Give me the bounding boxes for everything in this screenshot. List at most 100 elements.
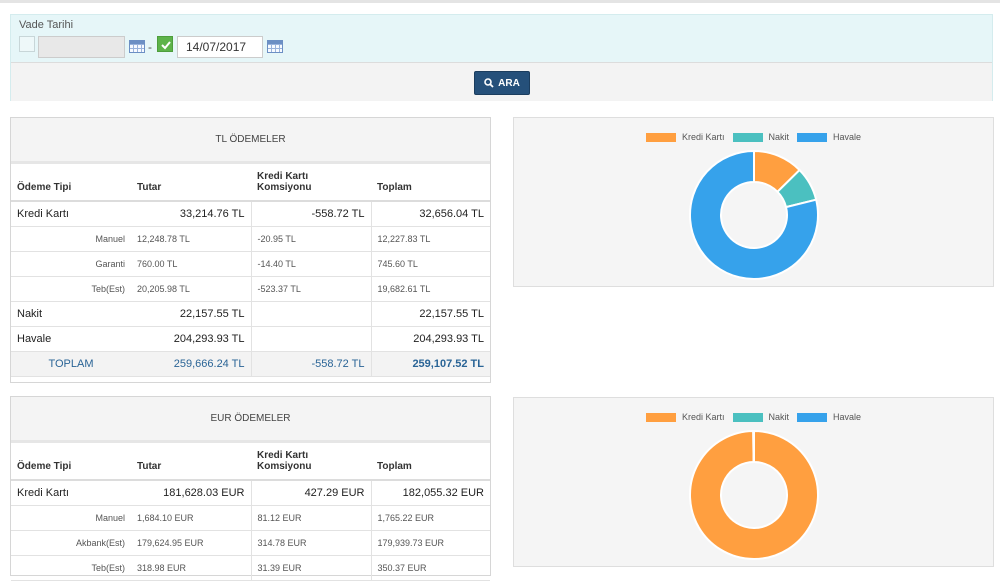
total: 350.37 EUR [370,555,490,581]
commission: 427.29 EUR [250,480,371,506]
legend-swatch [797,412,828,422]
total-commission: -558.72 TL [250,351,371,377]
top-border [0,0,1000,3]
payment-type: Havale [11,326,131,352]
commission [250,301,371,327]
payment-type: Nakit [11,301,131,327]
legend-item[interactable]: Havale [797,412,861,422]
commission: 81.12 EUR [250,505,371,531]
column-header: Tutar [131,443,251,481]
legend-swatch [645,412,676,422]
calendar-icon[interactable] [267,40,283,53]
table-row: Akbank(Est) 179,624.95 EUR 314.78 EUR 17… [11,530,490,556]
table-row: Havale 204,293.93 TL 204,293.93 TL [11,326,490,352]
amount: 22,157.55 TL [131,301,251,327]
total: 745.60 TL [370,251,490,277]
commission: -14.40 TL [250,251,371,277]
total-label: TOPLAM [11,351,131,377]
calendar-icon[interactable] [129,40,145,53]
commission: -523.37 TL [250,276,371,302]
donut-slice-kredi-kart-[interactable] [689,429,819,560]
commission: -558.72 TL [250,201,371,227]
total-amount: 259,666.24 TL [131,351,251,377]
legend-swatch [732,412,763,422]
column-header: Tutar [131,164,251,202]
grand-total: 259,107.52 TL [370,351,490,377]
table-row: Nakit 22,157.55 TL 22,157.55 TL [11,301,490,327]
legend-item[interactable]: Nakit [732,132,790,142]
commission [250,326,371,352]
filter-panel: Vade Tarihi - 14/07/2017 ARA [10,14,993,101]
legend-label: Nakit [768,132,790,142]
total: 204,293.93 TL [370,326,490,352]
date-range-separator: - [148,40,152,54]
column-header: Ödeme Tipi [11,164,131,202]
table-title: EUR ÖDEMELER [11,397,490,443]
tl-chart-panel: Kredi Kartı Nakit Havale [513,117,994,287]
legend-label: Nakit [768,412,790,422]
payment-subtype: Teb(Est) [11,276,131,302]
payment-type: Kredi Kartı [11,480,131,506]
legend-label: Havale [833,412,862,422]
date-to-checkbox[interactable] [157,36,173,52]
table-row: Manuel 12,248.78 TL -20.95 TL 12,227.83 … [11,226,490,252]
table-row: Garanti 760.00 TL -14.40 TL 745.60 TL [11,251,490,277]
chart-legend: Kredi Kartı Nakit Havale [514,412,993,422]
commission: -20.95 TL [250,226,371,252]
legend-label: Havale [833,132,862,142]
legend-item[interactable]: Nakit [732,412,790,422]
search-icon [484,78,494,88]
date-to-input[interactable]: 14/07/2017 [177,36,263,58]
search-button-label: ARA [498,77,520,89]
chart-legend: Kredi Kartı Nakit Havale [514,132,993,142]
total: 12,227.83 TL [370,226,490,252]
payment-subtype: Akbank(Est) [11,530,131,556]
legend-item[interactable]: Havale [797,132,861,142]
amount: 33,214.76 TL [131,201,251,227]
due-date-label: Vade Tarihi [19,19,74,31]
amount: 181,628.03 EUR [131,480,251,506]
amount: 20,205.98 TL [131,276,251,302]
donut-slice-havale[interactable] [689,149,819,280]
eur-payments-table: EUR ÖDEMELER Ödeme Tipi Tutar Kredi Kart… [10,396,491,581]
payment-subtype: Garanti [11,251,131,277]
column-header: Ödeme Tipi [11,443,131,481]
total: 19,682.61 TL [370,276,490,302]
donut-chart [689,429,819,560]
tl-payments-table: TL ÖDEMELER Ödeme Tipi Tutar Kredi Kartı… [10,117,491,383]
amount: 318.98 EUR [131,555,251,581]
table-row: Manuel 1,684.10 EUR 81.12 EUR 1,765.22 E… [11,505,490,531]
amount: 12,248.78 TL [131,226,251,252]
table-title: TL ÖDEMELER [11,118,490,164]
payment-type: Kredi Kartı [11,201,131,227]
total: 179,939.73 EUR [370,530,490,556]
check-icon [161,41,171,50]
legend-swatch [732,132,763,142]
legend-swatch [797,132,828,142]
total: 22,157.55 TL [370,301,490,327]
commission: 31.39 EUR [250,555,371,581]
legend-item[interactable]: Kredi Kartı [645,132,725,142]
table-row: Kredi Kartı 181,628.03 EUR 427.29 EUR 18… [11,480,490,506]
total-row: TOPLAM 259,666.24 TL -558.72 TL 259,107.… [11,351,490,377]
legend-label: Kredi Kartı [681,132,725,142]
total: 182,055.32 EUR [370,480,490,506]
amount: 760.00 TL [131,251,251,277]
table-row: Kredi Kartı 33,214.76 TL -558.72 TL 32,6… [11,201,490,227]
total: 1,765.22 EUR [370,505,490,531]
total: 32,656.04 TL [370,201,490,227]
commission: 314.78 EUR [250,530,371,556]
date-from-checkbox[interactable] [19,36,35,52]
column-header: Kredi Kartı Komsiyonu [251,164,371,202]
donut-slice-havale[interactable] [752,429,755,464]
date-from-input[interactable] [38,36,125,58]
legend-label: Kredi Kartı [681,412,725,422]
legend-swatch [645,132,676,142]
filter-actions-bar: ARA [11,62,992,101]
column-header: Toplam [371,164,490,202]
legend-item[interactable]: Kredi Kartı [645,412,725,422]
search-button[interactable]: ARA [474,71,530,95]
column-header: Toplam [371,443,490,481]
amount: 204,293.93 TL [131,326,251,352]
column-header: Kredi Kartı Komsiyonu [251,443,371,481]
